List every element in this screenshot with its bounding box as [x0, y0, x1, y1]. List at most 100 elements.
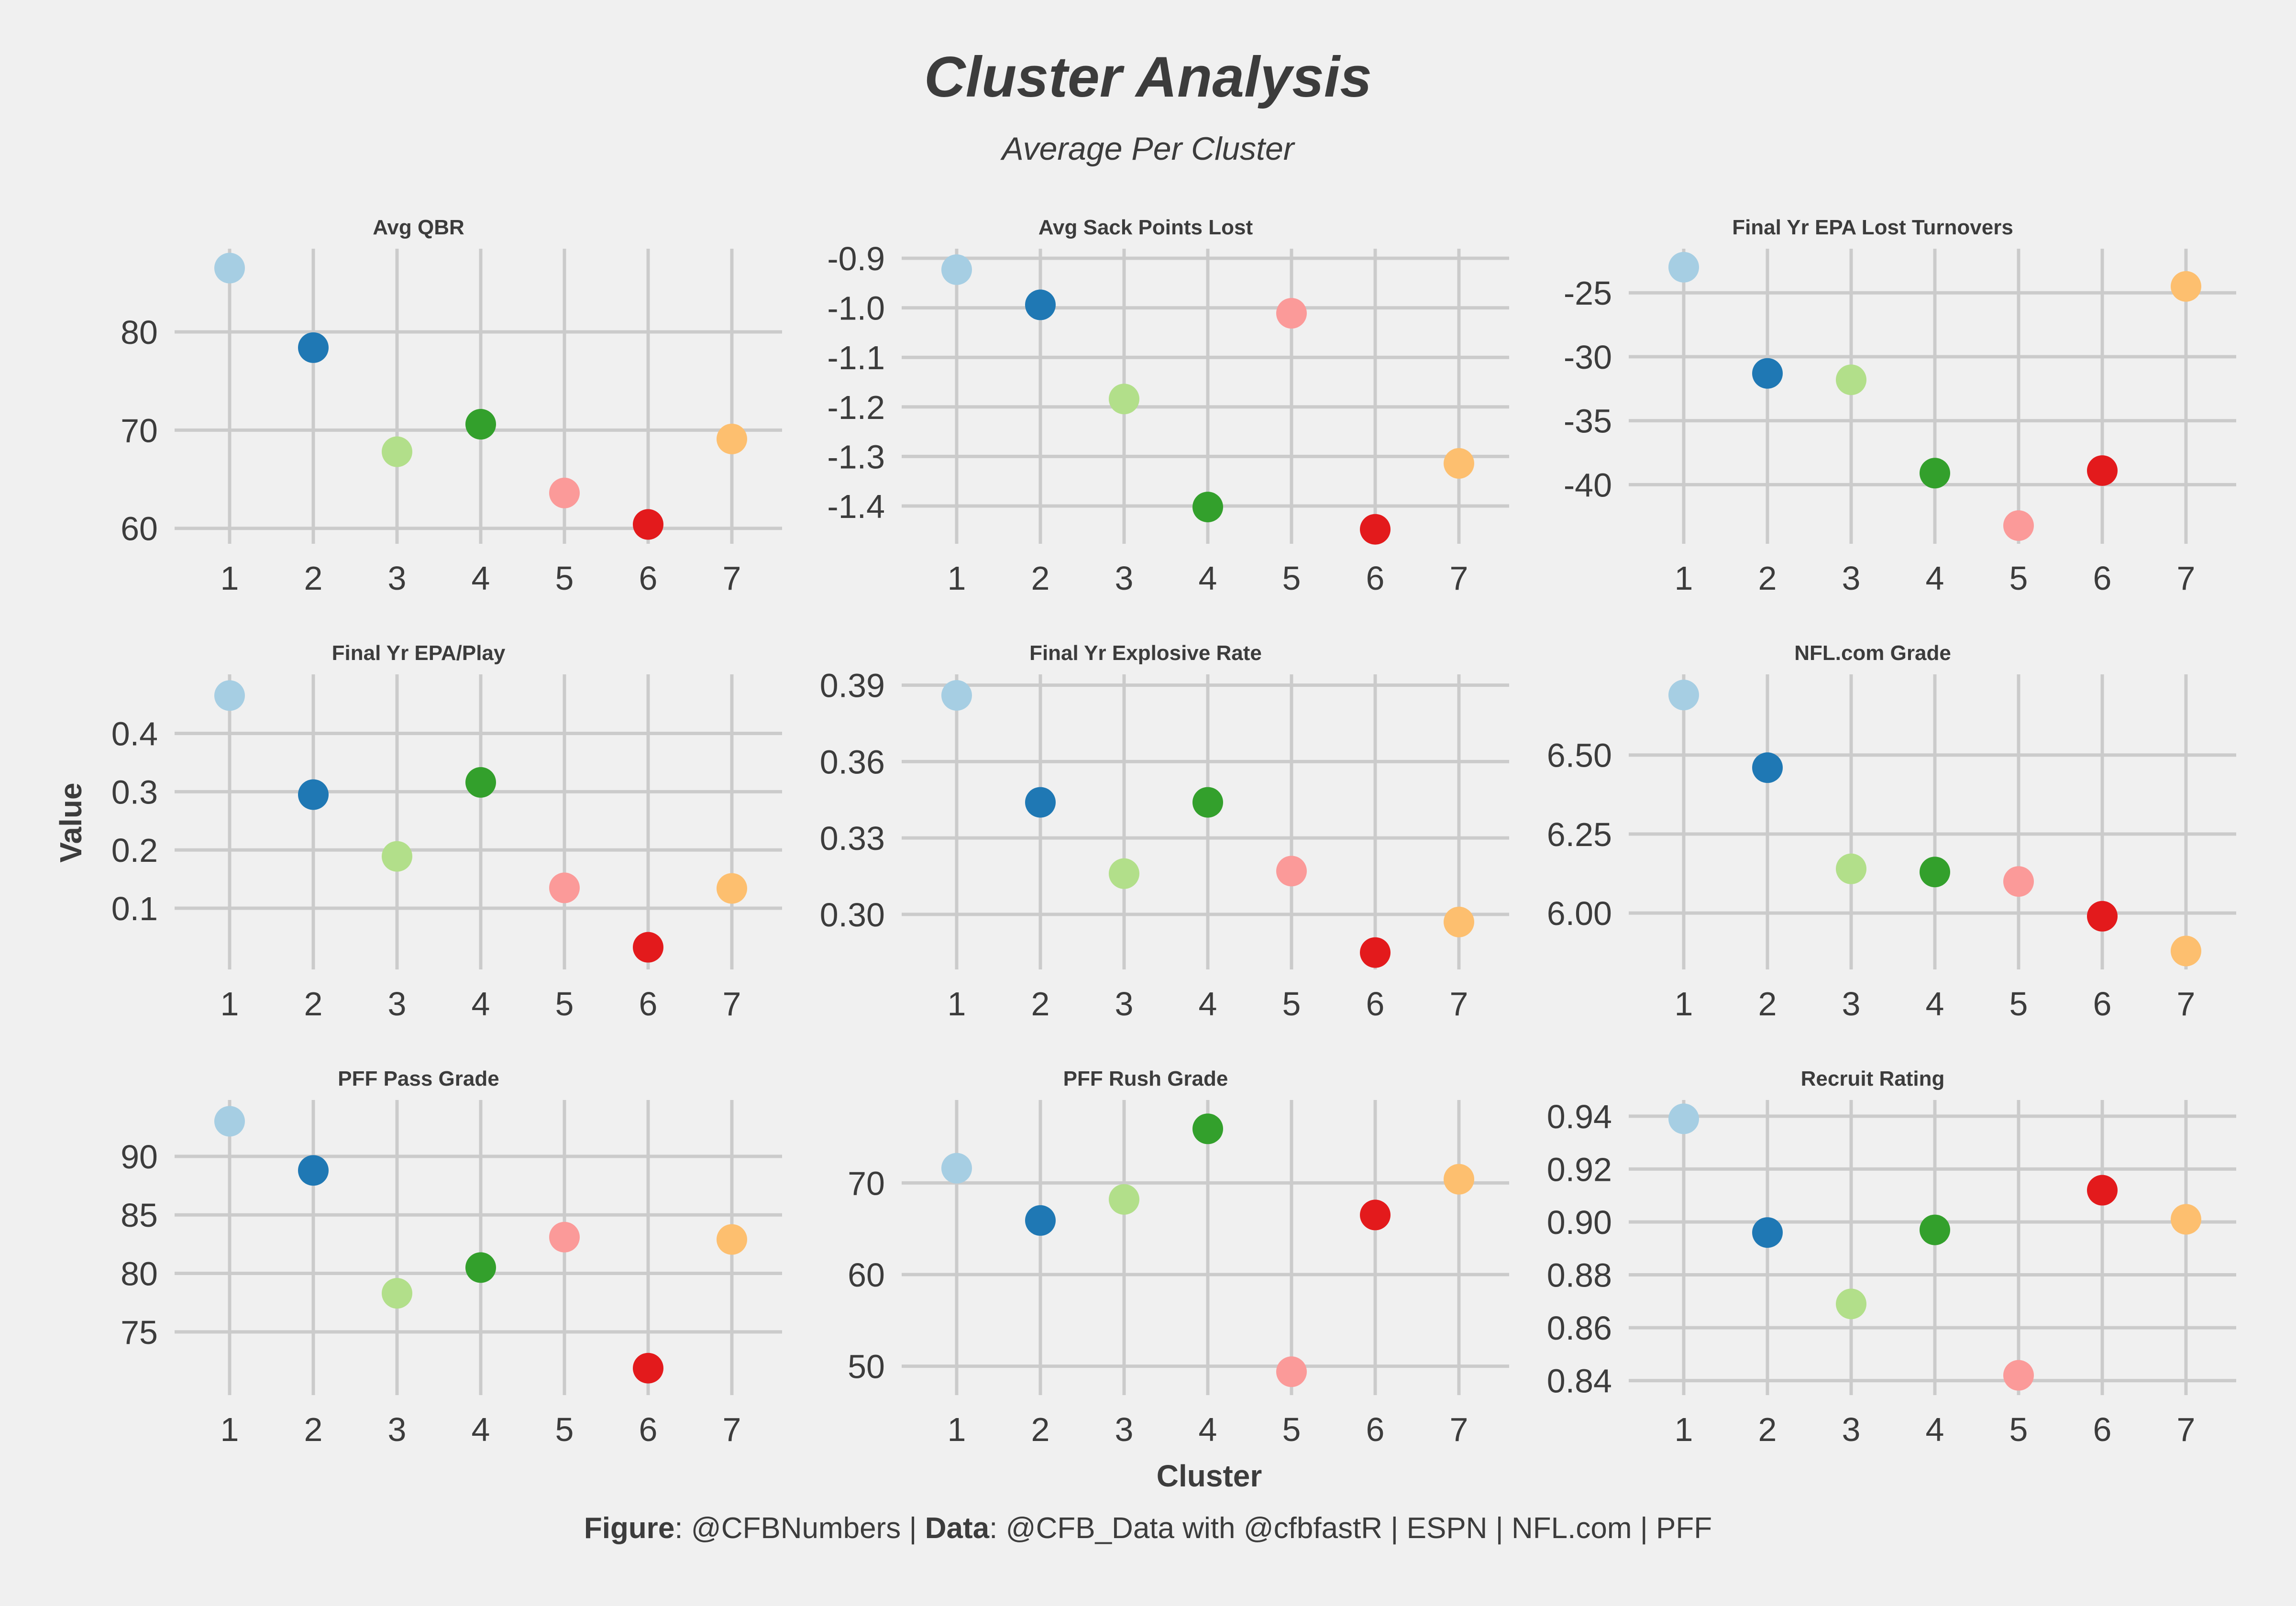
- data-point: [1360, 514, 1391, 545]
- x-tick-label: 6: [2093, 985, 2112, 1023]
- x-tick-label: 6: [1366, 1411, 1385, 1448]
- data-point: [1192, 787, 1223, 818]
- y-tick-label: 90: [121, 1138, 158, 1176]
- data-point: [1752, 358, 1783, 389]
- x-tick-label: 6: [2093, 1411, 2112, 1448]
- data-point: [1752, 1217, 1783, 1248]
- y-tick-label: 0.4: [111, 715, 158, 753]
- data-point: [1192, 1113, 1223, 1144]
- chart-subtitle: Average Per Cluster: [1002, 131, 1294, 167]
- y-tick-label: -1.1: [827, 339, 885, 376]
- panel-5: Final Yr Explosive Rate 0.30 0.33 0.36 0.39 1…: [820, 641, 1509, 1023]
- x-tick-label: 4: [1926, 560, 1944, 597]
- y-tick-label: -1.3: [827, 438, 885, 475]
- data-point: [214, 680, 245, 711]
- data-point: [1025, 1205, 1056, 1236]
- x-tick-label: 6: [2093, 560, 2112, 597]
- y-tick-label: -40: [1564, 466, 1612, 504]
- data-point: [1276, 856, 1307, 887]
- y-tick-label: -35: [1564, 403, 1612, 440]
- y-tick-label: 0.1: [111, 890, 158, 927]
- data-point: [1752, 752, 1783, 783]
- x-tick-label: 1: [948, 985, 966, 1023]
- x-tick-label: 3: [1115, 985, 1134, 1023]
- panel-6: NFL.com Grade 6.00 6.25 6.50 1 2 3 4 5 6 7: [1547, 641, 2236, 1023]
- data-point: [2171, 1204, 2201, 1235]
- y-tick-label: 0.30: [820, 896, 885, 934]
- x-tick-label: 4: [472, 985, 490, 1023]
- data-point: [1109, 1184, 1139, 1215]
- data-point: [2003, 510, 2034, 541]
- y-tick-label: 0.36: [820, 743, 885, 781]
- data-point: [1192, 492, 1223, 523]
- panel-8: PFF Rush Grade 50 60 70 1 2 3 4 5 6 7: [848, 1067, 1509, 1448]
- y-tick-label: 50: [848, 1348, 885, 1386]
- x-tick-label: 3: [1115, 560, 1134, 597]
- x-tick-label: 4: [472, 1411, 490, 1448]
- y-tick-label: 70: [121, 412, 158, 449]
- y-tick-label: 6.50: [1547, 737, 1612, 774]
- data-point: [1276, 1356, 1307, 1387]
- x-tick-label: 5: [1282, 560, 1301, 597]
- data-point: [214, 253, 245, 284]
- data-point: [298, 779, 329, 810]
- y-tick-label: 0.88: [1547, 1257, 1612, 1294]
- x-tick-label: 6: [639, 560, 658, 597]
- y-tick-label: 0.84: [1547, 1363, 1612, 1400]
- data-point: [298, 1155, 329, 1186]
- x-tick-label: 3: [1842, 560, 1861, 597]
- x-tick-label: 4: [1199, 1411, 1217, 1448]
- data-point: [1836, 364, 1866, 396]
- panel-2: Avg Sack Points Lost -1.4 -1.3 -1.2 -1.1 -1.0…: [827, 216, 1509, 597]
- data-point: [382, 1278, 412, 1309]
- x-tick-label: 7: [723, 985, 741, 1023]
- panel-title: Final Yr Explosive Rate: [1029, 641, 1262, 665]
- panel-3: Final Yr EPA Lost Turnovers -40 -35 -30 -25 1…: [1564, 216, 2236, 597]
- data-point: [1444, 1164, 1474, 1195]
- x-tick-label: 1: [221, 985, 239, 1023]
- y-tick-label: 0.3: [111, 773, 158, 811]
- y-tick-label: 0.33: [820, 820, 885, 857]
- data-point: [1360, 937, 1391, 968]
- data-point: [1668, 680, 1699, 711]
- y-tick-label: 6.25: [1547, 816, 1612, 853]
- x-tick-label: 3: [388, 1411, 407, 1448]
- y-tick-label: -25: [1564, 275, 1612, 312]
- y-axis-label: Value: [54, 782, 88, 862]
- x-tick-label: 1: [221, 1411, 239, 1448]
- data-point: [298, 332, 329, 363]
- x-tick-label: 1: [221, 560, 239, 597]
- x-tick-label: 2: [1758, 1411, 1777, 1448]
- y-tick-label: 80: [121, 1255, 158, 1293]
- data-point: [1668, 1103, 1699, 1134]
- x-tick-label: 2: [1031, 985, 1050, 1023]
- y-tick-label: 0.2: [111, 832, 158, 869]
- x-tick-label: 6: [1366, 985, 1385, 1023]
- x-tick-label: 4: [472, 560, 490, 597]
- footer-figure-value: @CFBNumbers: [691, 1512, 901, 1545]
- data-point: [214, 1106, 245, 1137]
- y-tick-label: -0.9: [827, 240, 885, 277]
- data-point: [941, 1153, 972, 1184]
- x-tick-label: 3: [1842, 985, 1861, 1023]
- data-point: [941, 680, 972, 711]
- data-point: [1444, 906, 1474, 937]
- x-tick-label: 1: [1675, 985, 1693, 1023]
- y-tick-label: 0.90: [1547, 1204, 1612, 1241]
- x-tick-label: 7: [1450, 1411, 1468, 1448]
- x-tick-label: 7: [723, 560, 741, 597]
- x-tick-label: 6: [639, 1411, 658, 1448]
- data-point: [633, 1353, 663, 1384]
- x-tick-label: 6: [1366, 560, 1385, 597]
- data-point: [2171, 935, 2201, 967]
- x-tick-label: 2: [1031, 1411, 1050, 1448]
- x-tick-label: 7: [1450, 560, 1468, 597]
- y-tick-label: -1.4: [827, 488, 885, 525]
- data-point: [633, 509, 663, 540]
- x-tick-label: 1: [1675, 560, 1693, 597]
- y-tick-label: -1.2: [827, 389, 885, 426]
- x-tick-label: 3: [388, 560, 407, 597]
- x-tick-label: 5: [1282, 985, 1301, 1023]
- panel-title: PFF Rush Grade: [1063, 1067, 1228, 1090]
